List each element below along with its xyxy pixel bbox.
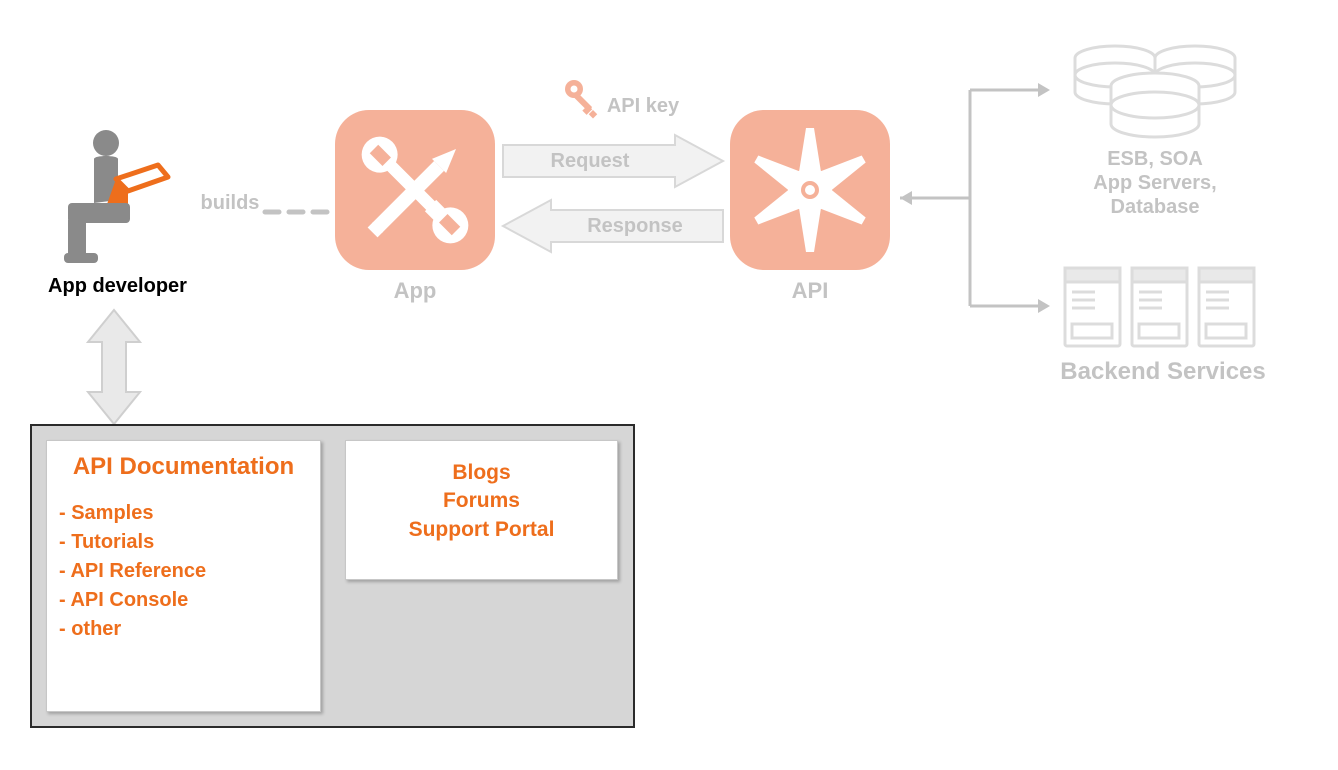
api-node: [730, 110, 890, 270]
request-label: Request: [515, 150, 665, 173]
dev-portal-double-arrow: [84, 308, 144, 426]
api-doc-title: API Documentation: [73, 453, 294, 480]
api-doc-card: API Documentation - Samples - Tutorials …: [46, 440, 321, 712]
developer-icon: [58, 125, 178, 265]
response-label: Response: [555, 215, 715, 238]
app-icon: [335, 110, 495, 270]
backend-services-line2: App Servers,: [1055, 172, 1255, 195]
api-doc-item-1: - Samples: [59, 499, 308, 528]
api-key-label: API key: [598, 95, 688, 118]
api-icon: [730, 110, 890, 270]
servers-icon: [1060, 258, 1260, 353]
app-label: App: [335, 278, 495, 304]
support-line-1: Blogs: [356, 459, 607, 487]
backend-services-line3: Database: [1055, 196, 1255, 219]
backend-label: Backend Services: [1018, 358, 1308, 386]
api-doc-item-2: - Tutorials: [59, 528, 308, 557]
api-doc-item-4: - API Console: [59, 586, 308, 615]
support-card: Blogs Forums Support Portal: [345, 440, 618, 580]
support-line-2: Forums: [356, 487, 607, 515]
builds-edge: [195, 202, 340, 222]
api-label: API: [730, 278, 890, 304]
backend-branch-edge: [890, 60, 1060, 320]
developer-label: App developer: [30, 275, 205, 298]
support-line-3: Support Portal: [356, 516, 607, 544]
api-doc-item-5: - other: [59, 615, 308, 644]
developer-node: [58, 125, 178, 265]
backend-services-line1: ESB, SOA: [1055, 148, 1255, 171]
diagram-stage: App developer builds App: [0, 0, 1338, 770]
api-doc-item-3: - API Reference: [59, 557, 308, 586]
database-icon: [1060, 36, 1250, 146]
app-node: [335, 110, 495, 270]
